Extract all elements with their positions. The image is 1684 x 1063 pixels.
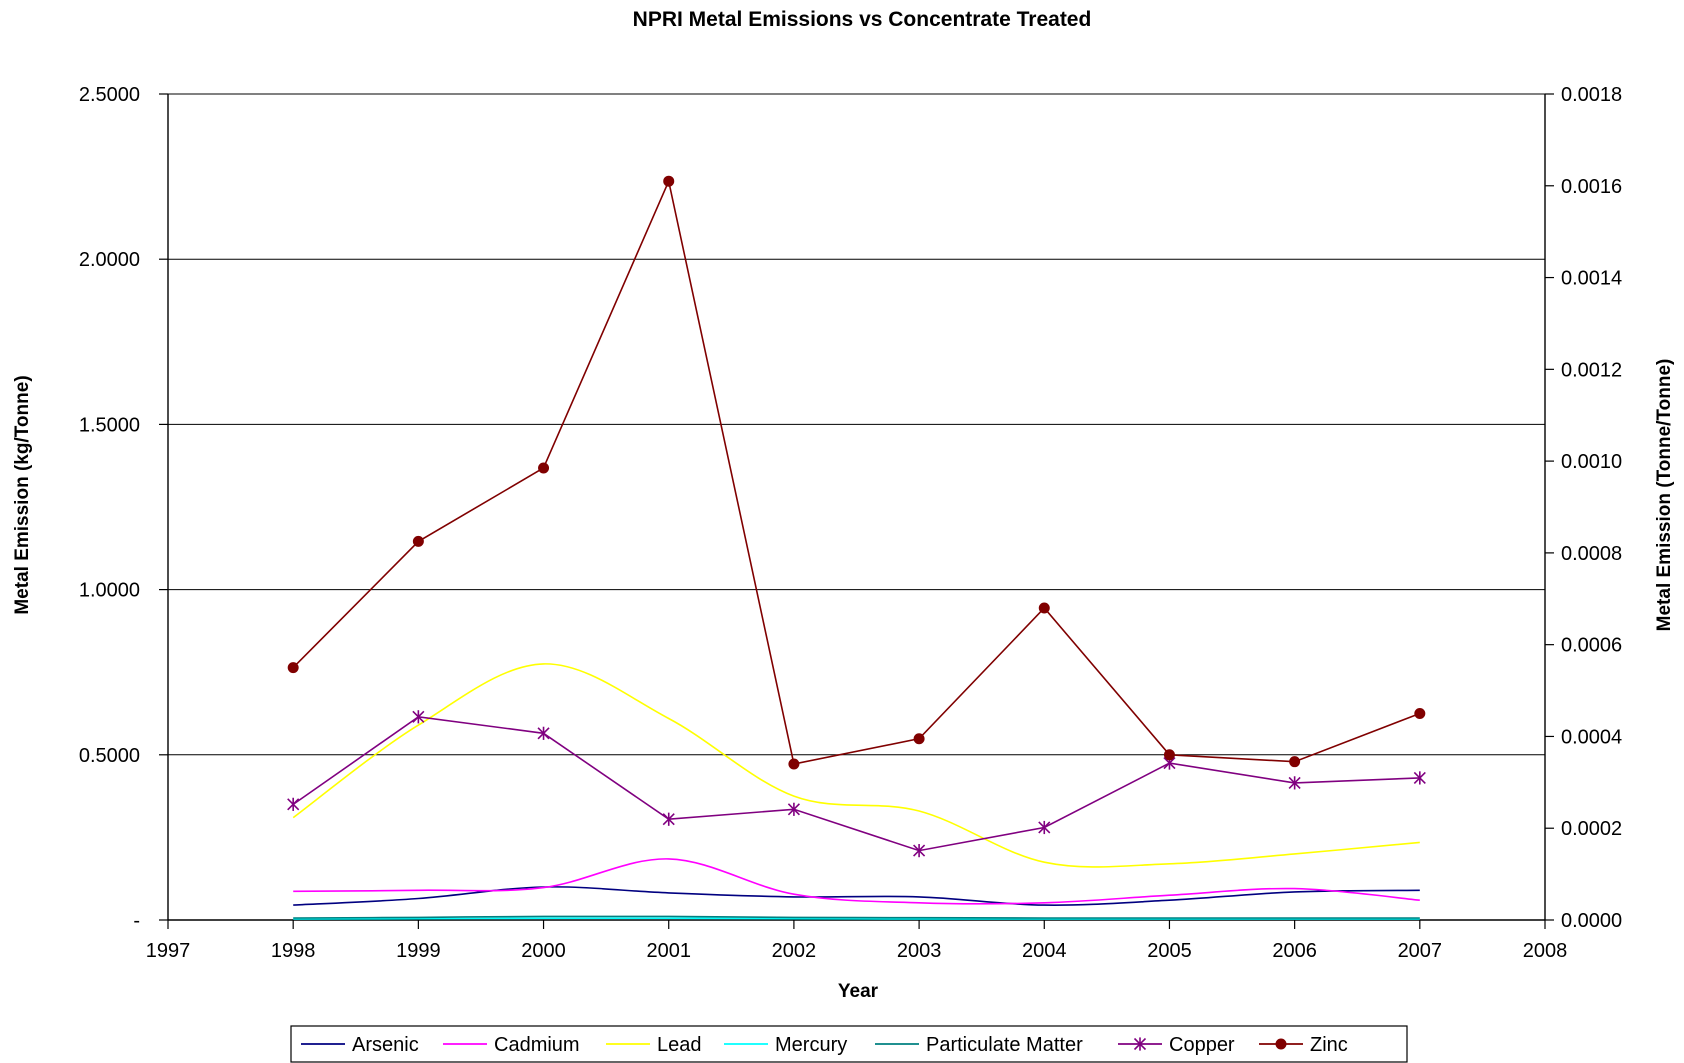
y-right-tick-label: 0.0002 (1561, 818, 1622, 840)
y-left-tick-label: - (133, 910, 140, 932)
data-point-zinc (1289, 756, 1301, 768)
y-right-tick-label: 0.0008 (1561, 543, 1622, 565)
x-tick-label: 2002 (772, 940, 817, 962)
series-line-particulate-matter (293, 915, 1420, 919)
x-tick-label: 2000 (521, 940, 566, 962)
y-right-tick-label: 0.0012 (1561, 359, 1622, 381)
y-right-tick-label: 0.0016 (1561, 176, 1622, 198)
data-point-copper (1038, 820, 1051, 835)
data-point-copper (412, 710, 425, 724)
data-point-zinc (913, 733, 925, 745)
series-line-mercury (293, 917, 1420, 920)
y-right-tick-label: 0.0006 (1561, 635, 1622, 657)
data-point-zinc (538, 462, 550, 474)
legend-marker-copper (1133, 1037, 1147, 1051)
data-point-zinc (1163, 749, 1175, 761)
data-point-copper (1288, 776, 1301, 790)
y-left-tick-label: 1.0000 (79, 580, 140, 602)
y-left-tick-label: 0.5000 (79, 745, 140, 767)
legend-label-particulate-matter: Particulate Matter (926, 1034, 1083, 1056)
x-tick-label: 2005 (1147, 940, 1192, 962)
legend-label-zinc: Zinc (1310, 1034, 1348, 1056)
chart-title: NPRI Metal Emissions vs Concentrate Trea… (633, 8, 1092, 31)
y-right-tick-label: 0.0014 (1561, 268, 1622, 290)
legend-label-copper: Copper (1169, 1034, 1235, 1056)
series-layer (287, 175, 1426, 920)
axes: - 0.5000 1.0000 1.5000 2.0000 2.5000 0.0000 0.0… (79, 84, 1622, 962)
data-point-copper (287, 797, 300, 811)
data-point-zinc (788, 758, 800, 770)
data-point-copper (537, 726, 550, 740)
x-tick-label: 2008 (1523, 940, 1568, 962)
y-axis-right-title: Metal Emission (Tonne/Tonne) (1654, 359, 1675, 632)
data-point-zinc (412, 535, 424, 547)
y-right-tick-label: 0.0004 (1561, 726, 1622, 748)
x-tick-label: 1999 (396, 940, 441, 962)
series-line-copper (292, 715, 1420, 852)
x-tick-label: 2004 (1022, 940, 1067, 962)
legend-label-mercury: Mercury (775, 1034, 847, 1056)
data-point-copper (1413, 771, 1426, 785)
data-point-copper (787, 802, 800, 816)
legend-marker-zinc (1275, 1038, 1287, 1050)
data-point-zinc (287, 662, 299, 674)
series-line-arsenic (293, 886, 1420, 906)
y-right-tick-label: 0.0010 (1561, 451, 1622, 473)
x-tick-label: 2007 (1398, 940, 1443, 962)
legend-label-lead: Lead (657, 1034, 702, 1056)
series-line-cadmium (293, 858, 1420, 905)
y-axis-left-title: Metal Emission (kg/Tonne) (12, 375, 33, 614)
data-point-zinc (1038, 602, 1050, 614)
data-point-zinc (1414, 708, 1426, 719)
x-tick-label: 1997 (146, 940, 191, 962)
x-tick-label: 1998 (271, 940, 316, 962)
legend-label-cadmium: Cadmium (494, 1034, 580, 1056)
data-point-copper (662, 812, 675, 826)
y-left-tick-label: 1.5000 (79, 414, 140, 436)
data-point-copper (913, 844, 926, 858)
series-line-zinc (292, 178, 1421, 765)
x-tick-label: 2003 (897, 940, 942, 962)
legend-label-arsenic: Arsenic (352, 1034, 419, 1056)
x-tick-label: 2001 (646, 940, 691, 962)
x-axis-title: Year (838, 981, 879, 1002)
x-tick-label: 2006 (1272, 940, 1317, 962)
series-line-lead (292, 663, 1420, 868)
gridlines (168, 93, 1545, 756)
legend: Arsenic Cadmium Lead Mercury Particulate Mat… (290, 1025, 1408, 1063)
y-left-tick-label: 2.0000 (79, 249, 140, 271)
data-point-zinc (663, 175, 675, 187)
y-right-tick-label: 0.0000 (1561, 910, 1622, 932)
y-right-tick-label: 0.0018 (1561, 84, 1622, 106)
y-left-tick-label: 2.5000 (79, 84, 140, 106)
